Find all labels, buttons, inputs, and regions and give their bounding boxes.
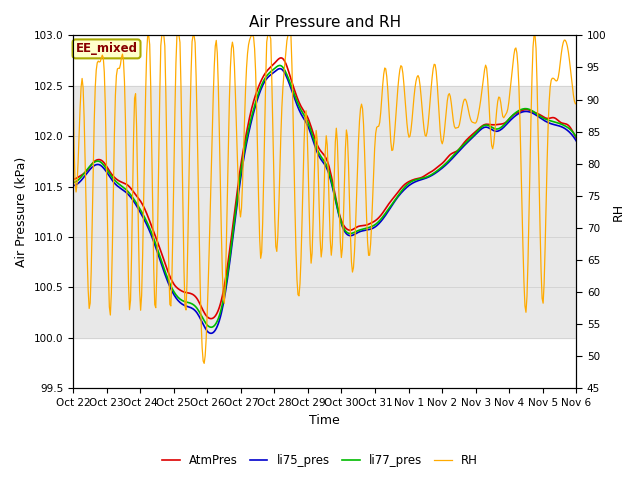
Text: EE_mixed: EE_mixed [76,42,138,55]
li75_pres [371,224,378,230]
li77_pres [314,146,321,152]
X-axis label: Time: Time [309,414,340,427]
AtmPres [344,227,351,232]
li75_pres [563,127,570,132]
Legend: AtmPres, li75_pres, li77_pres, RH: AtmPres, li75_pres, li77_pres, RH [157,449,483,472]
li75_pres [573,138,580,144]
li77_pres [344,230,351,236]
RH [371,145,378,151]
AtmPres [563,121,570,127]
AtmPres [314,142,321,147]
RH [144,33,152,38]
AtmPres [277,55,285,61]
li75_pres [207,330,215,336]
Y-axis label: Air Pressure (kPa): Air Pressure (kPa) [15,156,28,267]
Line: li77_pres: li77_pres [73,65,577,327]
li75_pres [69,183,77,189]
Title: Air Pressure and RH: Air Pressure and RH [249,15,401,30]
li77_pres [310,138,318,144]
li77_pres [276,62,284,68]
RH [69,77,77,83]
RH [344,133,351,139]
li75_pres [314,149,321,155]
li77_pres [484,122,492,128]
AtmPres [484,121,492,127]
RH [314,136,321,142]
RH [310,179,318,184]
AtmPres [371,218,378,224]
Bar [73,86,577,338]
AtmPres [573,135,580,141]
RH [573,100,580,106]
li75_pres [344,232,351,238]
li77_pres [207,324,215,330]
li75_pres [276,66,284,72]
li77_pres [563,124,570,130]
Line: li75_pres: li75_pres [73,69,577,333]
li77_pres [371,222,378,228]
li77_pres [573,134,580,140]
RH [563,39,570,45]
Line: RH: RH [73,36,577,363]
li75_pres [484,124,492,130]
AtmPres [207,316,215,322]
AtmPres [310,133,318,139]
li77_pres [69,180,77,185]
Line: AtmPres: AtmPres [73,58,577,319]
Y-axis label: RH: RH [612,203,625,221]
AtmPres [69,177,77,182]
RH [200,360,208,366]
li75_pres [310,141,318,146]
RH [484,76,492,82]
